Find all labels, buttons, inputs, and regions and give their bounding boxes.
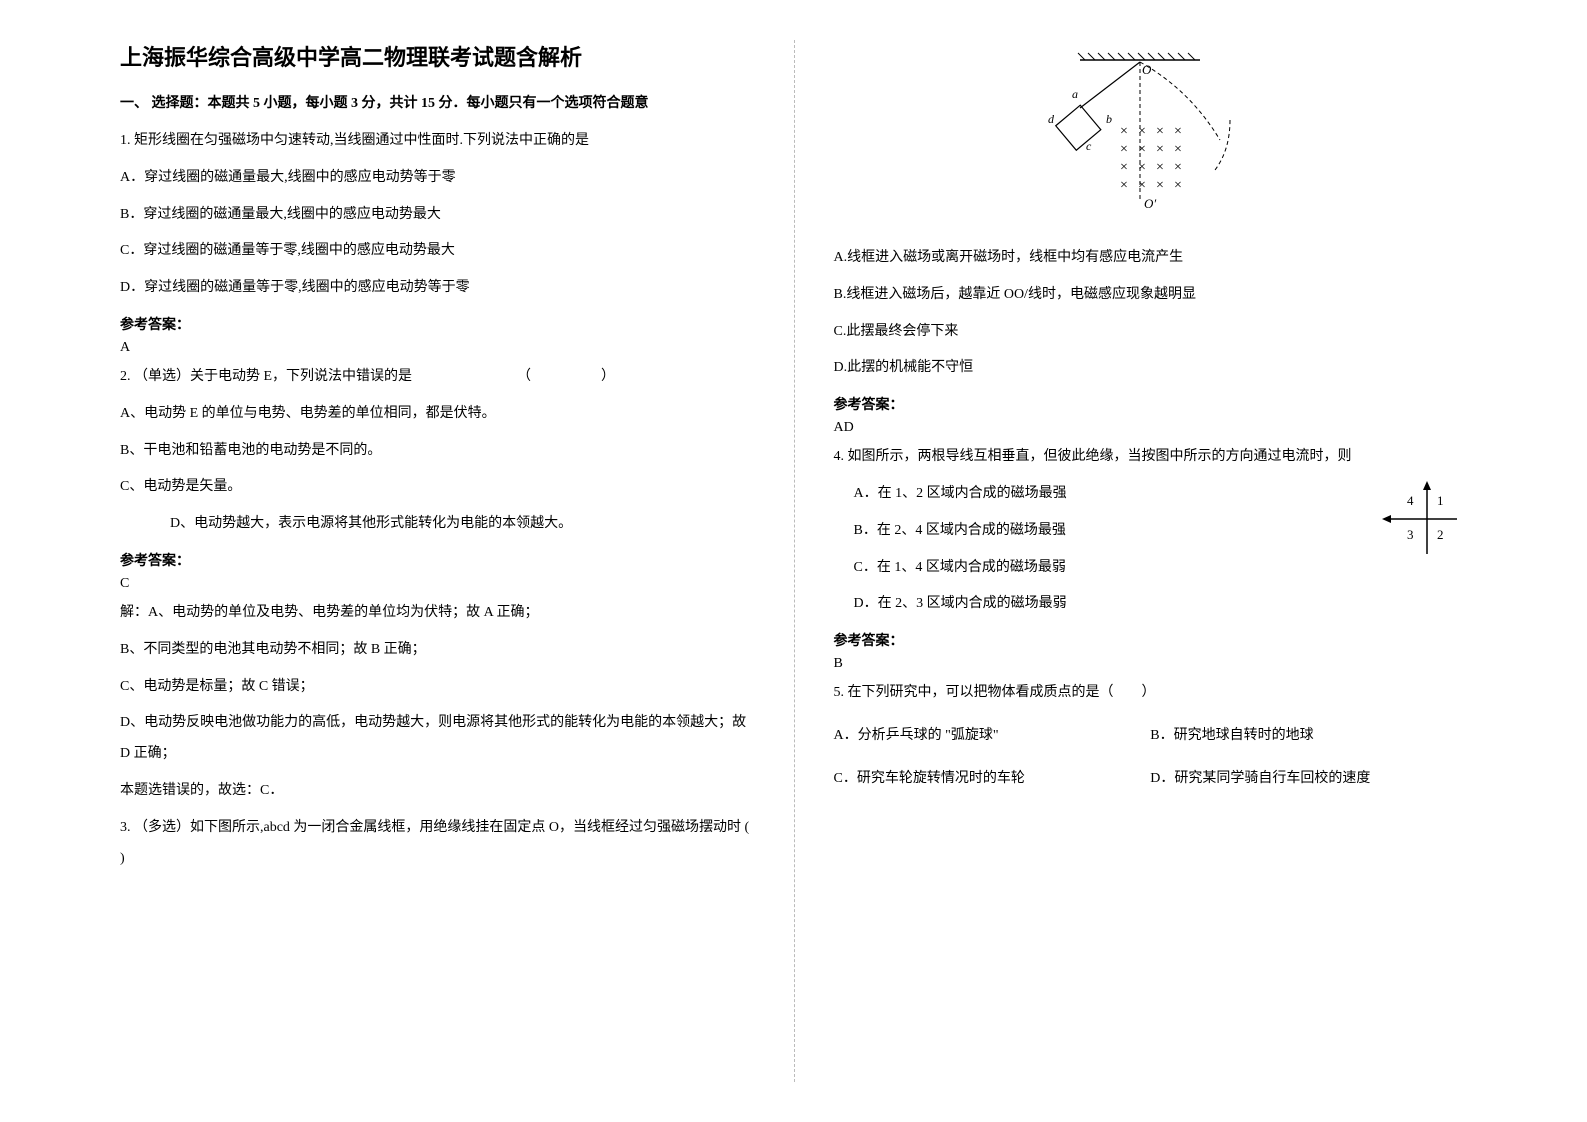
q3-choice-a: A.线框进入磁场或离开磁场时，线框中均有感应电流产生 (834, 243, 1468, 274)
q2-choice-d: D、电动势越大，表示电源将其他形式能转化为电能的本领越大。 (170, 509, 754, 540)
svg-text:×: × (1174, 142, 1182, 157)
page-title: 上海振华综合高级中学高二物理联考试题含解析 (120, 40, 754, 72)
q4-answer: B (834, 656, 1468, 672)
svg-text:×: × (1156, 160, 1164, 175)
q4-choice-b: B．在 2、4 区域内合成的磁场最强 (854, 516, 1468, 547)
label-4: 4 (1407, 493, 1414, 508)
svg-text:×: × (1156, 178, 1164, 193)
label-1: 1 (1437, 493, 1444, 508)
q3-choice-d: D.此摆的机械能不守恒 (834, 353, 1468, 384)
q3-stem: 3. （多选）如下图所示,abcd 为一闭合金属线框，用绝缘线挂在固定点 O，当… (120, 813, 754, 875)
svg-text:×: × (1174, 124, 1182, 139)
q1-answer-label: 参考答案： (120, 314, 754, 334)
q2-choice-a: A、电动势 E 的单位与电势、电势差的单位相同，都是伏特。 (120, 399, 754, 430)
q2-sol-5: 本题选错误的，故选：C． (120, 776, 754, 807)
q3-diagram: O a b c d × × × × × × × × × × × × × × × × O′ (1020, 50, 1280, 225)
label-2: 2 (1437, 527, 1444, 542)
q4-answer-label: 参考答案： (834, 630, 1468, 650)
svg-text:×: × (1120, 124, 1128, 139)
svg-text:×: × (1156, 124, 1164, 139)
label-o-prime: O′ (1144, 196, 1156, 211)
q5-choice-a: A．分析乒乓球的 "弧旋球" (834, 721, 1151, 752)
svg-text:×: × (1156, 142, 1164, 157)
q3-choice-b: B.线框进入磁场后，越靠近 OO/线时，电磁感应现象越明显 (834, 280, 1468, 311)
label-b: b (1106, 112, 1112, 126)
svg-text:×: × (1174, 178, 1182, 193)
column-divider (794, 40, 795, 1082)
q2-sol-2: B、不同类型的电池其电动势不相同；故 B 正确； (120, 635, 754, 666)
q4-choice-a: A．在 1、2 区域内合成的磁场最强 (854, 479, 1468, 510)
q2-answer-label: 参考答案： (120, 550, 754, 570)
q2-sol-1: 解：A、电动势的单位及电势、电势差的单位均为伏特；故 A 正确； (120, 598, 754, 629)
q4-stem: 4. 如图所示，两根导线互相垂直，但彼此绝缘，当按图中所示的方向通过电流时，则 (834, 442, 1468, 473)
svg-text:×: × (1138, 160, 1146, 175)
svg-text:×: × (1138, 178, 1146, 193)
q3-answer: AD (834, 420, 1468, 436)
q1-choice-b: B．穿过线圈的磁通量最大,线圈中的感应电动势最大 (120, 200, 754, 231)
q2-choice-b: B、干电池和铅蓄电池的电动势是不同的。 (120, 436, 754, 467)
q5-choice-b: B．研究地球自转时的地球 (1150, 721, 1467, 752)
q5-choice-c: C．研究车轮旋转情况时的车轮 (834, 764, 1151, 795)
q1-answer: A (120, 340, 754, 356)
q3-answer-label: 参考答案： (834, 394, 1468, 414)
q1-choice-d: D．穿过线圈的磁通量等于零,线圈中的感应电动势等于零 (120, 273, 754, 304)
right-column: O a b c d ×××× ×××× ×××× ×××× O′ A (794, 40, 1488, 1082)
q2-choice-c: C、电动势是矢量。 (120, 472, 754, 503)
q5-choice-d: D．研究某同学骑自行车回校的速度 (1150, 764, 1467, 795)
left-column: 上海振华综合高级中学高二物理联考试题含解析 一、 选择题：本题共 5 小题，每小… (100, 40, 794, 1082)
q4-choice-c: C．在 1、4 区域内合成的磁场最弱 (854, 553, 1468, 584)
q2-answer: C (120, 576, 754, 592)
svg-text:×: × (1138, 142, 1146, 157)
label-c: c (1086, 139, 1092, 153)
q2-sol-3: C、电动势是标量；故 C 错误； (120, 672, 754, 703)
q5-stem: 5. 在下列研究中，可以把物体看成质点的是（ ） (834, 678, 1468, 709)
svg-text:×: × (1120, 178, 1128, 193)
q1-stem: 1. 矩形线圈在匀强磁场中匀速转动,当线圈通过中性面时.下列说法中正确的是 (120, 126, 754, 157)
svg-text:×: × (1120, 160, 1128, 175)
label-a: a (1072, 87, 1078, 101)
q1-choice-c: C．穿过线圈的磁通量等于零,线圈中的感应电动势最大 (120, 236, 754, 267)
label-d: d (1048, 112, 1055, 126)
q2-stem: 2. （单选）关于电动势 E，下列说法中错误的是 （ ） (120, 362, 754, 393)
q3-choice-c: C.此摆最终会停下来 (834, 317, 1468, 348)
svg-text:×: × (1120, 142, 1128, 157)
q4-choice-d: D．在 2、3 区域内合成的磁场最弱 (854, 589, 1468, 620)
label-3: 3 (1407, 527, 1414, 542)
q1-choice-a: A．穿过线圈的磁通量最大,线圈中的感应电动势等于零 (120, 163, 754, 194)
svg-text:×: × (1174, 160, 1182, 175)
q2-sol-4: D、电动势反映电池做功能力的高低，电动势越大，则电源将其他形式的能转化为电能的本… (120, 708, 754, 770)
label-o: O (1142, 62, 1152, 77)
section-1-heading: 一、 选择题：本题共 5 小题，每小题 3 分，共计 15 分．每小题只有一个选… (120, 92, 754, 112)
svg-text:×: × (1138, 124, 1146, 139)
q4-diagram: 1 2 3 4 (1377, 479, 1467, 564)
